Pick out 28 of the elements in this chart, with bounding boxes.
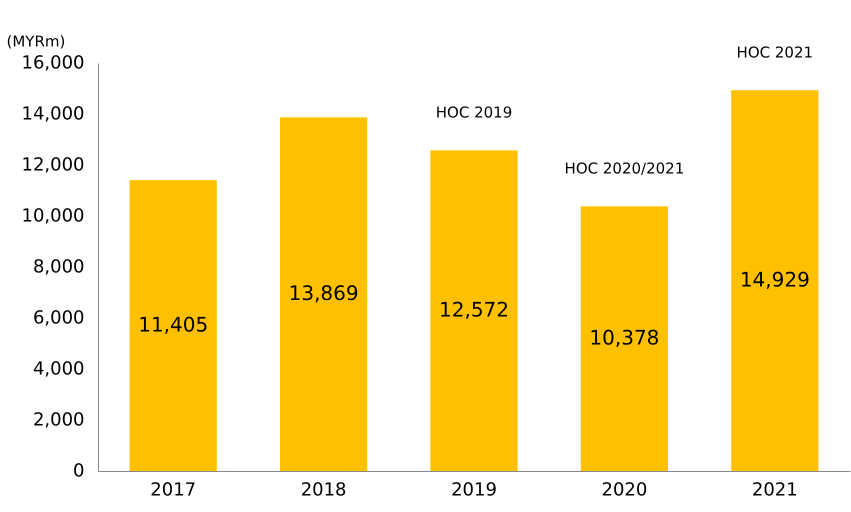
y-tick-label: 8,000 (32, 256, 84, 278)
y-tick-label: 2,000 (32, 410, 84, 430)
annotation: HOC 2021 (736, 43, 814, 62)
bar (731, 90, 818, 471)
y-tick-label: 14,000 (22, 104, 84, 124)
y-tick-label: 10,000 (22, 206, 84, 226)
x-tick-label: 2017 (150, 480, 196, 500)
x-tick-label: 2018 (300, 480, 347, 500)
y-tick-label: 6,000 (32, 308, 84, 328)
y-tick-label: 0 (73, 460, 84, 482)
x-tick-label: 2019 (451, 480, 497, 500)
bar (280, 117, 368, 471)
x-tick-label: 2021 (752, 480, 798, 500)
bar (580, 206, 668, 471)
data-label: 13,869 (288, 281, 359, 306)
x-tick-label: 2020 (601, 480, 648, 500)
annotation: HOC 2020/2021 (564, 159, 684, 178)
data-label: 11,405 (138, 312, 208, 337)
bar (430, 150, 518, 471)
annotation: HOC 2019 (436, 103, 512, 122)
y-axis-title: (MYRm) (6, 32, 66, 50)
data-label: 12,572 (439, 298, 509, 322)
data-label: 14,929 (740, 268, 810, 292)
y-tick-label: 16,000 (22, 52, 84, 74)
data-label: 10,378 (589, 326, 660, 350)
bar (130, 180, 217, 471)
y-tick-label: 12,000 (22, 154, 84, 176)
y-tick-label: 4,000 (32, 358, 84, 380)
